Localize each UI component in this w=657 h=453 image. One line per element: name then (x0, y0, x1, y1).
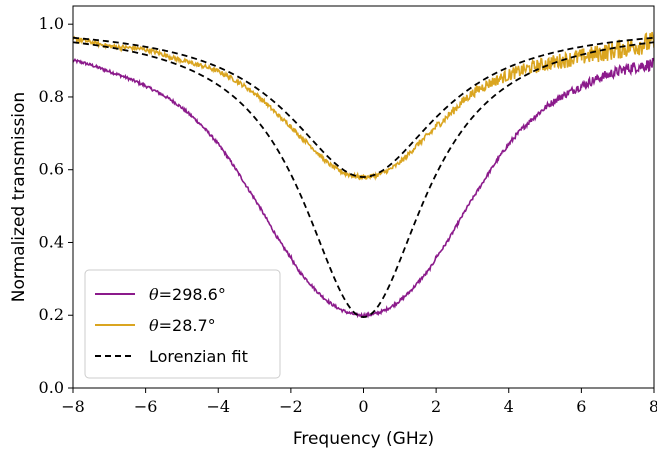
x-axis-label: Frequency (GHz) (293, 429, 434, 449)
x-tick-label: −4 (206, 397, 230, 416)
x-tick-label: −8 (61, 397, 85, 416)
series-line-2 (73, 31, 654, 181)
y-axis: 0.0 0.2 0.4 0.6 0.8 1.0 (39, 14, 73, 397)
legend-label-2: θ=28.7° (149, 316, 216, 335)
fit-line-1 (73, 41, 654, 318)
fit-line-2 (73, 36, 654, 178)
y-tick-label: 0.2 (39, 305, 64, 324)
x-tick-label: −6 (134, 397, 158, 416)
plot-series-group (73, 31, 654, 319)
x-axis: −8 −6 −4 −2 0 2 4 6 8 (61, 388, 657, 416)
x-tick-label: 8 (649, 397, 657, 416)
x-tick-label: 0 (358, 397, 368, 416)
legend-label-1: θ=298.6° (149, 285, 226, 304)
legend-box (84, 269, 281, 379)
y-tick-label: 0.0 (39, 378, 64, 397)
x-tick-label: 2 (431, 397, 441, 416)
y-axis-label: Normalized transmission (9, 92, 29, 302)
y-tick-label: 0.4 (39, 232, 64, 251)
y-tick-label: 0.8 (39, 87, 64, 106)
x-tick-label: −2 (279, 397, 303, 416)
x-tick-label: 4 (504, 397, 514, 416)
y-tick-label: 1.0 (39, 14, 64, 33)
y-tick-label: 0.6 (39, 160, 64, 179)
legend: θ=298.6° θ=28.7° Lorenzian fit (84, 269, 281, 379)
plot-lines (73, 31, 654, 319)
legend-label-3: Lorenzian fit (149, 347, 248, 366)
x-tick-label: 6 (576, 397, 586, 416)
